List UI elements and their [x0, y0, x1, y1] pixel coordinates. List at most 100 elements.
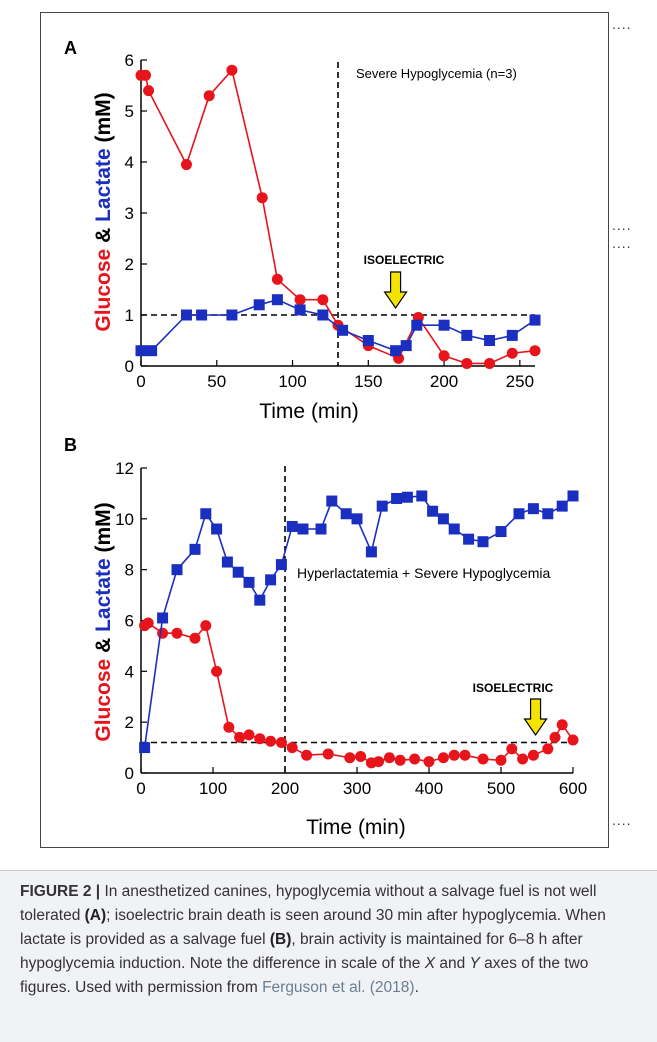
panel-a-annotation: Severe Hypoglycemia (n=3): [356, 66, 517, 81]
panel-b-lactate-point: [232, 566, 244, 578]
panel-b-glucose-point: [265, 735, 277, 747]
panel-b-x-tick-label: 0: [136, 779, 145, 798]
panel-a-glucose-point: [180, 159, 192, 171]
panel-b-ylabel-lactate: Lactate: [92, 558, 115, 632]
panel-b-lactate-point: [297, 523, 309, 535]
panel-b-glucose-point: [322, 748, 334, 760]
panel-b-glucose-point: [344, 752, 356, 764]
panel-a-lactate-point: [226, 309, 238, 321]
panel-b-ylabel-amp: &: [92, 632, 115, 659]
panel-a-x-tick-label: 100: [278, 372, 306, 391]
panel-b-glucose-point: [234, 731, 246, 743]
panel-b-lactate-point: [265, 574, 277, 586]
panel-a-x-tick-label: 150: [354, 372, 382, 391]
panel-b-y-tick-label: 4: [125, 662, 134, 681]
panel-b-x-tick-label: 300: [343, 779, 371, 798]
panel-b-lactate-point: [477, 536, 489, 548]
panel-b-lactate-point: [351, 513, 363, 525]
panel-a-x-tick-label: 250: [506, 372, 534, 391]
panel-a-glucose-point: [484, 357, 496, 369]
panel-b-x-tick-label: 100: [199, 779, 227, 798]
panel-b-glucose-point: [477, 753, 489, 765]
panel-b-lactate-point: [401, 491, 413, 503]
panel-b-glucose-point: [171, 627, 183, 639]
panel-b-lactate-point: [326, 495, 338, 507]
panel-b-lactate-point: [211, 523, 223, 535]
panel-b-label: B: [64, 435, 77, 455]
panel-b-y-tick-label: 2: [125, 713, 134, 732]
panel-a-glucose-point: [438, 350, 450, 362]
panel-b-y-tick-label: 6: [125, 612, 134, 631]
panel-b-y-tick-label: 0: [125, 764, 134, 783]
panel-b-lactate-point: [254, 594, 266, 606]
panel-a-ylabel-unit: (mM): [92, 92, 115, 148]
panel-a-x-tick-label: 200: [430, 372, 458, 391]
panel-b-glucose-point: [142, 617, 154, 629]
caption-y-axis: Y: [469, 955, 480, 972]
panel-b-lactate-point: [542, 508, 554, 520]
panel-a-lactate-point: [400, 340, 412, 352]
panel-b-glucose-point: [200, 620, 212, 632]
panel-a-lactate-point: [529, 314, 541, 326]
panel-b-lactate-point: [286, 520, 298, 532]
panel-a-glucose-point: [203, 90, 215, 102]
panel-b-lactate-point: [340, 508, 352, 520]
panel-a-x-tick-label: 50: [207, 372, 226, 391]
panel-b-glucose-point: [556, 719, 568, 731]
panel-b-x-tick-label: 500: [487, 779, 515, 798]
panel-b-x-tick-label: 200: [271, 779, 299, 798]
panel-a-y-tick-label: 5: [125, 102, 134, 121]
panel-b-annotation: Hyperlactatemia + Severe Hypoglycemia: [297, 565, 550, 581]
panel-b-lactate-point: [556, 500, 568, 512]
panel-a-lactate-point: [461, 329, 473, 341]
caption-text-4: and: [435, 955, 470, 972]
panel-b-lactate-point: [157, 612, 169, 624]
caption-text-5: axes of the two figures. Used with permi…: [20, 955, 589, 996]
panel-b-glucose-point: [373, 756, 385, 768]
panel-b-lactate-point: [275, 559, 287, 571]
panel-a-isoelectric-label: ISOELECTRIC: [364, 253, 445, 267]
panel-b-glucose-point: [189, 632, 201, 644]
panel-a-lactate-point: [135, 345, 147, 357]
panel-b-lactate-point: [365, 546, 377, 558]
panel-b-glucose-point: [495, 754, 507, 766]
caption-text-3: , brain activity is maintained for 6–8 h…: [20, 931, 583, 972]
panel-b-isoelectric-label: ISOELECTRIC: [473, 681, 554, 695]
panel-b-lactate-point: [171, 564, 183, 576]
caption-text-6: .: [414, 979, 419, 996]
caption-ref-b: (B): [269, 931, 292, 948]
panel-b-glucose-point: [527, 749, 539, 761]
panel-a-xlabel: Time (min): [259, 400, 359, 423]
panel-b-ylabel: Glucose & Lactate (mM): [92, 502, 115, 741]
panel-a-ylabel: Glucose & Lactate (mM): [92, 92, 115, 331]
panel-b-lactate-point: [189, 543, 201, 555]
panel-a-lactate-point: [390, 345, 402, 357]
panel-a-glucose-point: [506, 347, 518, 359]
panel-b-lactate-point: [139, 742, 151, 754]
panel-b-lactate-point: [495, 526, 507, 538]
panel-b-lactate-point: [200, 508, 212, 520]
panel-b-lactate-point: [513, 508, 525, 520]
panel-b-ylabel-unit: (mM): [92, 502, 115, 558]
panel-a-glucose-point: [226, 64, 238, 76]
panel-a-lactate-point: [317, 309, 329, 321]
panel-b-lactate-point: [437, 513, 449, 525]
panel-b-glucose-point: [506, 743, 518, 755]
panel-a-lactate-point: [146, 345, 158, 357]
panel-b-lactate-point: [221, 556, 233, 568]
panel-a-ylabel-lactate: Lactate: [92, 148, 115, 222]
panel-a-glucose-point: [529, 345, 541, 357]
panel-a-lactate-point: [180, 309, 192, 321]
panel-a-lactate-point: [506, 329, 518, 341]
panel-a-y-tick-label: 2: [125, 255, 134, 274]
caption-credit-link[interactable]: Ferguson et al. (2018): [262, 979, 415, 996]
caption-text-1: In anesthetized canines, hypoglycemia wi…: [20, 883, 597, 924]
panel-a-lactate-point: [253, 299, 265, 311]
panel-a-lactate-point: [294, 304, 306, 316]
panel-a-glucose-point: [294, 294, 306, 306]
panel-b-glucose-point: [542, 743, 554, 755]
panel-a-lactate-point: [484, 335, 496, 346]
panel-b-glucose-point: [243, 729, 255, 741]
panel-a-lactate-point: [196, 309, 208, 321]
panel-b-glucose-point: [286, 742, 298, 754]
